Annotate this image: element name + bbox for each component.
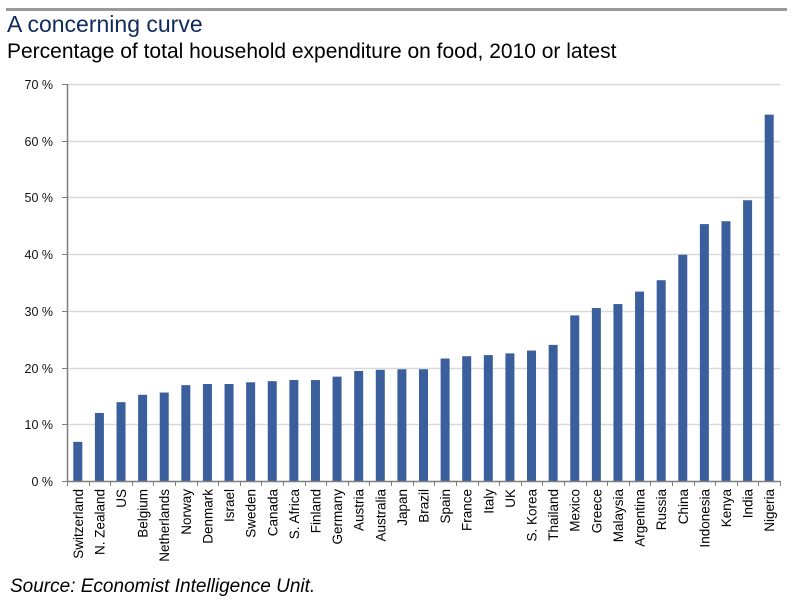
x-tick-label: China — [676, 489, 691, 525]
x-tick-label: Thailand — [546, 489, 561, 541]
bar-malaysia — [613, 304, 623, 481]
x-tick-label: Nigeria — [762, 489, 777, 532]
x-tick-label: Greece — [589, 489, 604, 533]
x-tick-label: Norway — [179, 489, 194, 535]
x-tick-label: Belgium — [136, 489, 151, 538]
bar-sweden — [246, 382, 256, 481]
x-tick-label: Sweden — [244, 489, 259, 538]
top-rule — [6, 8, 787, 11]
x-tick-label: Russia — [654, 489, 669, 531]
y-tick-label: 40 % — [25, 248, 54, 262]
chart-subtitle: Percentage of total household expenditur… — [7, 40, 617, 63]
x-tick-label: Canada — [265, 489, 280, 537]
y-tick-label: 30 % — [25, 305, 54, 319]
bar-indonesia — [699, 224, 709, 481]
bar-nigeria — [764, 114, 774, 481]
x-tick-label: Malaysia — [611, 489, 626, 543]
x-tick-label: Denmark — [200, 489, 215, 544]
x-tick-label: Kenya — [719, 489, 734, 528]
bar-denmark — [202, 384, 212, 481]
x-tick-label: Switzerland — [71, 489, 86, 559]
bar-china — [678, 254, 688, 481]
bar-us — [116, 402, 126, 481]
x-tick-label: Mexico — [568, 489, 583, 532]
bar-switzerland — [73, 441, 83, 481]
x-tick-label: France — [460, 489, 475, 531]
bar-spain — [440, 358, 450, 481]
x-tick-label: N. Zealand — [92, 489, 107, 555]
bar-germany — [332, 376, 342, 481]
bar-kenya — [721, 221, 731, 481]
chart-title: A concerning curve — [7, 11, 203, 37]
bar-russia — [656, 280, 666, 481]
x-tick-label: Netherlands — [157, 489, 172, 562]
bars — [73, 114, 774, 481]
bar-n-zealand — [94, 412, 104, 481]
bar-belgium — [138, 394, 148, 481]
bar-mexico — [570, 315, 580, 481]
x-tick-label: Austria — [352, 489, 367, 532]
bar-uk — [505, 353, 515, 481]
bar-france — [462, 356, 472, 481]
x-tick-label: Finland — [308, 489, 323, 533]
x-tick-label: US — [114, 489, 129, 508]
bar-brazil — [419, 369, 428, 481]
bar-japan — [397, 369, 407, 481]
y-tick-label: 0 % — [31, 475, 53, 489]
x-tick-label: Australia — [373, 489, 388, 542]
x-tick-label: Argentina — [633, 489, 648, 547]
bar-finland — [310, 380, 320, 481]
bar-argentina — [635, 291, 645, 481]
bar-norway — [181, 385, 191, 481]
bar-austria — [354, 370, 364, 481]
x-tick-labels: Switzerland N. Zealand US Belgium Netherland… — [71, 489, 777, 562]
x-tick-label: Spain — [438, 489, 453, 524]
bar-india — [743, 200, 753, 481]
source-note: Source: Economist Intelligence Unit. — [10, 576, 316, 597]
axes — [62, 84, 781, 486]
bar-canada — [267, 381, 277, 481]
x-tick-label: Japan — [395, 489, 410, 526]
x-tick-label: S. Korea — [525, 489, 540, 542]
x-tick-label: S. Africa — [287, 489, 302, 540]
x-tick-label: Indonesia — [697, 489, 712, 548]
x-tick-label: UK — [503, 489, 518, 508]
x-tick-label: India — [741, 489, 756, 519]
y-tick-label: 70 % — [25, 78, 54, 92]
x-tick-label: Germany — [330, 489, 345, 545]
x-tick-label: Israel — [222, 489, 237, 522]
y-tick-label: 60 % — [25, 135, 54, 149]
bar-australia — [375, 369, 385, 481]
bar-netherlands — [159, 392, 169, 481]
bar-greece — [591, 308, 601, 481]
x-tick-label: Italy — [481, 489, 496, 514]
bar-s-korea — [527, 350, 537, 481]
y-tick-label: 10 % — [25, 418, 54, 432]
bar-thailand — [548, 344, 558, 481]
bar-s-africa — [289, 380, 299, 481]
y-tick-label: 50 % — [25, 191, 54, 205]
y-tick-labels: 0 % 10 % 20 % 30 % 40 % 50 % 60 % 70 % — [25, 78, 54, 489]
y-tick-label: 20 % — [25, 362, 54, 376]
x-tick-label: Brazil — [417, 489, 432, 523]
bar-israel — [224, 384, 234, 481]
bar-italy — [483, 355, 493, 481]
